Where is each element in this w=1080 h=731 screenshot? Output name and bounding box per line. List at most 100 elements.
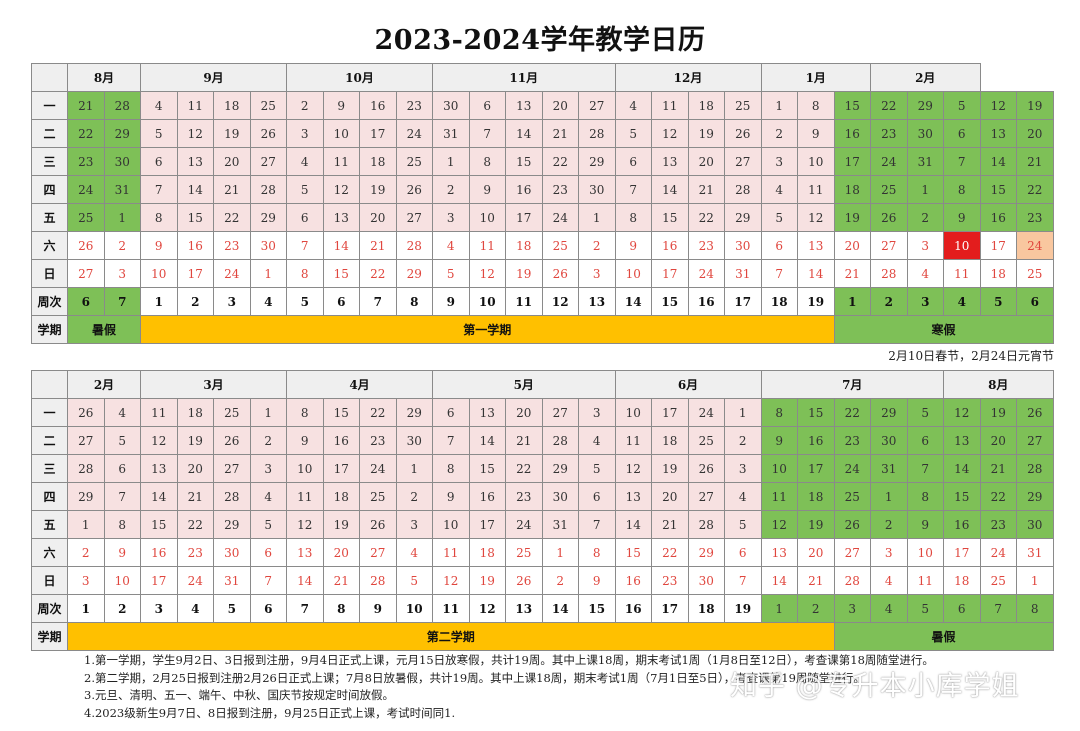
day-cell: 21 (176, 482, 214, 511)
day-cell: 23 (687, 231, 725, 260)
week-number-cell: 10 (395, 594, 433, 623)
day-cell: 22 (176, 510, 214, 539)
week-number-cell: 2 (103, 594, 141, 623)
day-cell: 5 (614, 119, 652, 148)
week-number-cell: 6 (322, 287, 360, 316)
day-cell: 8 (614, 203, 652, 232)
day-cell: 22 (505, 454, 543, 483)
day-cell: 14 (140, 482, 178, 511)
day-cell: 3 (249, 454, 287, 483)
note-line: 1.第一学期，学生9月2日、3日报到注册，9月4日正式上课，元月15日放寒假，共… (84, 653, 934, 667)
day-cell: 22 (870, 91, 908, 120)
week-number-cell: 3 (213, 287, 251, 316)
day-cell: 20 (322, 538, 360, 567)
day-cell: 24 (176, 566, 214, 595)
day-cell: 5 (140, 119, 178, 148)
day-cell: 24 (213, 259, 251, 288)
week-number-cell: 1 (140, 287, 178, 316)
day-cell: 4 (906, 259, 944, 288)
day-cell: 2 (724, 426, 762, 455)
week-number-cell: 1 (833, 287, 871, 316)
day-cell: 10 (103, 566, 141, 595)
day-cell: 30 (1016, 510, 1054, 539)
day-cell: 26 (67, 398, 105, 427)
day-cell: 21 (505, 426, 543, 455)
day-cell: 15 (468, 454, 506, 483)
day-cell: 19 (176, 426, 214, 455)
week-number-cell: 7 (359, 287, 397, 316)
day-cell: 27 (249, 147, 287, 176)
day-cell: 31 (1016, 538, 1054, 567)
day-cell: 10 (614, 398, 652, 427)
day-cell: 30 (432, 91, 470, 120)
day-cell: 30 (724, 231, 762, 260)
day-cell: 12 (614, 454, 652, 483)
day-cell: 4 (432, 231, 470, 260)
day-cell: 7 (724, 566, 762, 595)
day-cell: 1 (578, 203, 616, 232)
day-cell: 3 (286, 119, 324, 148)
day-cell: 6 (943, 119, 981, 148)
day-cell: 1 (249, 259, 287, 288)
day-cell: 17 (943, 538, 981, 567)
week-number-cell: 5 (286, 287, 324, 316)
day-cell: 28 (578, 119, 616, 148)
month-header: 12月 (614, 63, 762, 92)
day-cell: 28 (213, 482, 251, 511)
day-cell: 12 (468, 259, 506, 288)
day-cell: 8 (943, 175, 981, 204)
day-cell: 6 (249, 538, 287, 567)
day-cell: 15 (140, 510, 178, 539)
day-cell: 14 (760, 566, 798, 595)
day-cell: 14 (651, 175, 689, 204)
day-cell: 26 (870, 203, 908, 232)
week-number-cell: 6 (67, 287, 105, 316)
day-cell: 31 (870, 454, 908, 483)
day-cell: 16 (943, 510, 981, 539)
day-cell: 21 (322, 566, 360, 595)
day-cell: 10 (468, 203, 506, 232)
day-cell: 22 (979, 482, 1017, 511)
day-cell: 11 (140, 398, 178, 427)
day-cell: 28 (870, 259, 908, 288)
day-cell: 12 (432, 566, 470, 595)
day-cell: 1 (249, 398, 287, 427)
weekday-label: 二 (31, 119, 68, 148)
day-cell: 8 (468, 147, 506, 176)
day-cell: 18 (505, 231, 543, 260)
day-cell: 26 (541, 259, 579, 288)
day-cell: 13 (614, 482, 652, 511)
month-header: 8月 (67, 63, 141, 92)
day-cell: 2 (870, 510, 908, 539)
corner-cell (31, 370, 68, 399)
day-cell: 31 (103, 175, 141, 204)
day-cell: 17 (797, 454, 835, 483)
notes-block: 1.第一学期，学生9月2日、3日报到注册，9月4日正式上课，元月15日放寒假，共… (84, 652, 934, 722)
day-cell: 11 (176, 91, 214, 120)
day-cell: 3 (103, 259, 141, 288)
day-cell: 22 (359, 398, 397, 427)
day-cell: 9 (286, 426, 324, 455)
day-cell: 10 (614, 259, 652, 288)
day-cell: 4 (614, 91, 652, 120)
weekday-label: 四 (31, 482, 68, 511)
day-cell: 14 (468, 426, 506, 455)
day-cell: 29 (249, 203, 287, 232)
day-cell: 7 (468, 119, 506, 148)
day-cell: 13 (286, 538, 324, 567)
day-cell: 3 (578, 398, 616, 427)
month-header: 1月 (760, 63, 871, 92)
day-cell: 29 (67, 482, 105, 511)
day-cell: 29 (103, 119, 141, 148)
day-cell: 6 (614, 147, 652, 176)
day-cell: 15 (505, 147, 543, 176)
day-cell: 4 (724, 482, 762, 511)
day-cell: 19 (505, 259, 543, 288)
day-cell: 12 (176, 119, 214, 148)
day-cell: 24 (687, 398, 725, 427)
day-cell: 18 (359, 147, 397, 176)
week-number-cell: 8 (395, 287, 433, 316)
day-cell: 27 (578, 91, 616, 120)
day-cell: 9 (103, 538, 141, 567)
day-cell: 30 (906, 119, 944, 148)
